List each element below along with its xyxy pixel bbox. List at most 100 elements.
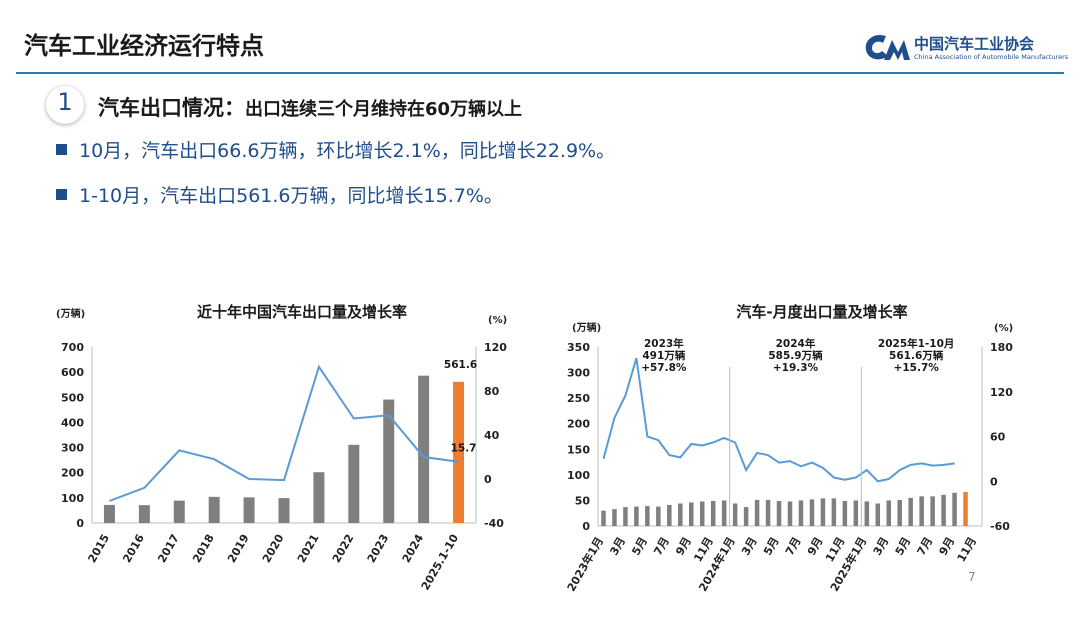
x-tick-label: 2023 — [365, 532, 392, 565]
bar-data-label: 561.6 — [444, 359, 477, 371]
y-tick-label: 350 — [567, 341, 590, 354]
page-number: 7 — [968, 570, 976, 584]
bullet-text: 10月，汽车出口66.6万辆，环比增长2.1%，同比增长22.9%。 — [79, 140, 616, 162]
section-title: 汽车出口情况：出口连续三个月维持在60万辆以上 — [98, 92, 522, 122]
x-tick-label: 9月 — [673, 535, 694, 558]
y2-tick-label: -60 — [990, 520, 1010, 533]
y2-axis-unit: (%) — [994, 323, 1013, 334]
bar — [864, 501, 870, 526]
bar — [278, 498, 290, 523]
bar — [930, 496, 935, 526]
annotation-text: 491万辆 — [642, 349, 685, 362]
bar — [732, 503, 738, 526]
y-tick-label: 200 — [61, 467, 84, 480]
x-tick-label: 2020 — [260, 532, 287, 565]
bar — [820, 498, 826, 526]
y2-tick-label: 0 — [990, 475, 998, 488]
x-tick-label: 9月 — [937, 535, 958, 558]
bullet-item: 10月，汽车出口66.6万辆，环比增长2.1%，同比增长22.9%。 — [56, 136, 615, 163]
caam-logo-icon — [865, 34, 910, 60]
x-tick-label: 2024 — [400, 532, 427, 565]
bar — [710, 500, 716, 526]
bar — [667, 505, 672, 526]
y-tick-label: 0 — [582, 520, 590, 533]
bar — [809, 499, 815, 526]
bar — [886, 500, 891, 526]
annotation-text: 585.9万辆 — [768, 349, 823, 362]
annotation-text: +57.8% — [641, 362, 687, 374]
bar — [798, 500, 804, 526]
bar — [138, 505, 150, 523]
bar — [418, 375, 430, 523]
y-tick-label: 300 — [61, 442, 84, 455]
y-tick-label: 100 — [567, 469, 590, 482]
bar — [173, 500, 185, 523]
logo-text-cn: 中国汽车工业协会 — [914, 35, 1035, 53]
x-tick-label: 2021 — [295, 532, 322, 565]
x-tick-label: 3月 — [871, 535, 892, 558]
bar — [645, 506, 650, 526]
x-tick-label: 7月 — [915, 535, 936, 558]
x-tick-label: 2015 — [85, 532, 112, 565]
section-number-badge: 1 — [46, 86, 84, 124]
caam-logo: 中国汽车工业协会 China Association of Automobile… — [862, 30, 1068, 70]
section-title-main: 汽车出口情况： — [98, 96, 245, 120]
bar — [897, 499, 902, 526]
bar — [612, 509, 617, 526]
bar — [634, 506, 639, 526]
bar — [348, 444, 360, 523]
annotation-text: 561.6万辆 — [889, 349, 944, 362]
y-tick-label: 0 — [76, 517, 84, 530]
bar — [853, 500, 859, 526]
x-tick-label: 5月 — [629, 535, 650, 558]
bullet-square-icon — [56, 189, 67, 200]
bar — [743, 507, 749, 526]
chart-title: 汽车-月度出口量及增长率 — [736, 303, 907, 321]
bar — [963, 491, 968, 526]
header-divider — [16, 72, 1064, 74]
x-tick-label: 5月 — [893, 535, 914, 558]
bullet-text: 1-10月，汽车出口561.6万辆，同比增长15.7%。 — [79, 185, 503, 207]
y2-tick-label: 0 — [484, 473, 492, 486]
bar — [678, 503, 683, 526]
bar — [787, 501, 793, 526]
y-tick-label: 300 — [567, 367, 590, 380]
y2-tick-label: -40 — [484, 517, 504, 530]
y-tick-label: 700 — [61, 341, 84, 354]
y-tick-label: 200 — [567, 418, 590, 431]
bar — [453, 381, 465, 523]
annotation-text: +19.3% — [773, 362, 819, 374]
y-axis-unit: (万辆) — [56, 307, 85, 320]
bar — [952, 492, 957, 526]
annotation-text: 2024年 — [776, 337, 816, 350]
page-title: 汽车工业经济运行特点 — [24, 32, 264, 60]
section-subtitle: 出口连续三个月维持在60万辆以上 — [245, 99, 523, 120]
y2-tick-label: 180 — [990, 341, 1013, 354]
y2-tick-label: 120 — [990, 386, 1013, 399]
bar — [941, 494, 946, 526]
bar — [208, 496, 220, 523]
bar — [601, 510, 606, 526]
bar — [919, 496, 924, 526]
x-tick-label: 11月 — [955, 535, 979, 564]
y2-tick-label: 60 — [990, 431, 1006, 444]
x-tick-label: 9月 — [805, 535, 826, 558]
bar — [623, 507, 628, 526]
bar — [383, 399, 395, 523]
y-tick-label: 600 — [61, 366, 84, 379]
bar — [776, 500, 782, 526]
y2-tick-label: 40 — [484, 429, 500, 442]
x-tick-label: 2019 — [225, 532, 252, 565]
x-tick-label: 2023年1月 — [564, 535, 606, 594]
annual-export-chart: 近十年中国汽车出口量及增长率(万辆)(%)0100200300400500600… — [56, 303, 507, 592]
bar — [875, 503, 881, 526]
y-tick-label: 250 — [567, 392, 590, 405]
y2-axis-unit: (%) — [488, 315, 507, 326]
logo-text-en: China Association of Automobile Manufact… — [914, 53, 1069, 61]
bar — [313, 472, 325, 523]
x-tick-label: 2018 — [190, 532, 217, 565]
bullet-item: 1-10月，汽车出口561.6万辆，同比增长15.7%。 — [56, 181, 503, 208]
monthly-export-chart: 汽车-月度出口量及增长率 (万辆) (%) 0 50 100 150 200 250 300 350… — [564, 303, 1013, 594]
section-number: 1 — [57, 88, 73, 116]
y-axis-unit: (万辆) — [572, 321, 601, 334]
